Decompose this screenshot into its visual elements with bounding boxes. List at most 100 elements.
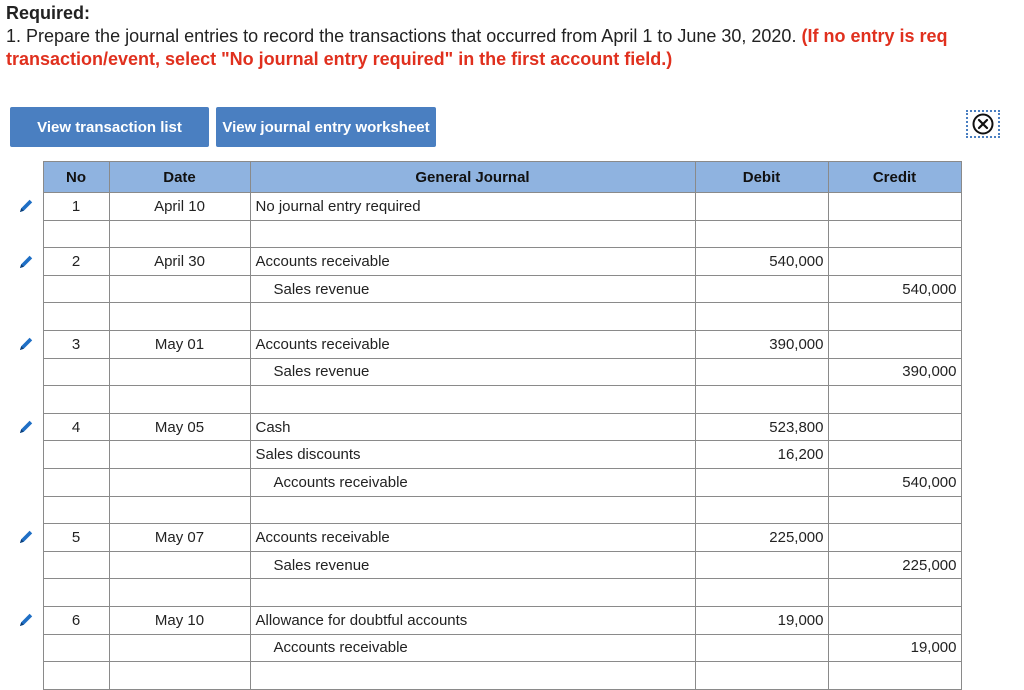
- edit-cell: [10, 303, 43, 331]
- edit-cell: [10, 662, 43, 690]
- row-debit: [694, 385, 829, 414]
- table-row: Sales revenue 390,000: [10, 357, 962, 387]
- header-general-journal: General Journal: [249, 161, 696, 193]
- row-date: [108, 550, 251, 580]
- table-row: 1 April 10 No journal entry required: [10, 192, 962, 221]
- pencil-icon[interactable]: [17, 252, 35, 269]
- row-date: April 30: [108, 247, 251, 276]
- row-no: [42, 633, 110, 663]
- row-date: April 10: [108, 192, 251, 221]
- edit-cell[interactable]: [10, 248, 43, 276]
- row-debit: 523,800: [694, 412, 829, 442]
- required-title: Required:: [6, 3, 91, 23]
- pencil-icon[interactable]: [17, 335, 35, 352]
- row-date: [108, 302, 251, 331]
- edit-column-header: [10, 162, 43, 193]
- pencil-icon[interactable]: [17, 528, 35, 545]
- row-no: [42, 219, 110, 249]
- row-credit: 19,000: [827, 633, 962, 663]
- row-debit: [694, 357, 829, 387]
- row-debit: [694, 467, 829, 497]
- row-credit: [827, 247, 962, 276]
- row-debit: [694, 661, 829, 690]
- edit-cell[interactable]: [10, 524, 43, 552]
- row-account: Sales discounts: [249, 440, 696, 469]
- header-debit: Debit: [694, 161, 829, 193]
- row-date: [108, 633, 251, 663]
- view-journal-worksheet-button[interactable]: View journal entry worksheet: [216, 107, 436, 147]
- row-debit: 16,200: [694, 440, 829, 469]
- instructions-note-line2: transaction/event, select "No journal en…: [6, 49, 673, 69]
- table-row: [10, 661, 962, 690]
- edit-cell[interactable]: [10, 606, 43, 634]
- header-date: Date: [108, 161, 251, 193]
- row-debit: [694, 274, 829, 304]
- pencil-icon[interactable]: [17, 611, 35, 628]
- row-no: [42, 357, 110, 387]
- row-account: Accounts receivable: [249, 467, 696, 497]
- row-credit: [827, 219, 962, 249]
- row-no: [42, 385, 110, 414]
- row-debit: [694, 302, 829, 331]
- table-header-row: No Date General Journal Debit Credit: [10, 161, 962, 193]
- table-row: 4 May 05 Cash 523,800: [10, 412, 962, 442]
- row-account: Allowance for doubtful accounts: [249, 605, 696, 635]
- row-debit: 225,000: [694, 523, 829, 552]
- journal-body: 1 April 10 No journal entry required 2 April…: [10, 192, 962, 690]
- row-debit: 390,000: [694, 329, 829, 359]
- instructions-text: 1. Prepare the journal entries to record…: [6, 26, 797, 46]
- table-row: 5 May 07 Accounts receivable 225,000: [10, 523, 962, 552]
- row-credit: [827, 192, 962, 221]
- header-no: No: [42, 161, 110, 193]
- pencil-icon[interactable]: [17, 418, 35, 435]
- row-credit: [827, 302, 962, 331]
- edit-cell: [10, 579, 43, 607]
- row-credit: 225,000: [827, 550, 962, 580]
- table-row: 3 May 01 Accounts receivable 390,000: [10, 329, 962, 359]
- edit-cell[interactable]: [10, 193, 43, 221]
- view-transaction-list-button[interactable]: View transaction list: [10, 107, 209, 147]
- row-account: Sales revenue: [249, 274, 696, 304]
- row-no: 1: [42, 192, 110, 221]
- row-credit: [827, 605, 962, 635]
- edit-cell: [10, 468, 43, 496]
- row-credit: [827, 523, 962, 552]
- edit-cell: [10, 551, 43, 579]
- row-debit: [694, 192, 829, 221]
- row-account: Sales revenue: [249, 357, 696, 387]
- row-account: Accounts receivable: [249, 523, 696, 552]
- row-date: [108, 440, 251, 469]
- row-credit: [827, 385, 962, 414]
- table-row: [10, 495, 962, 525]
- table-row: Accounts receivable 19,000: [10, 633, 962, 663]
- edit-cell[interactable]: [10, 330, 43, 358]
- row-date: [108, 219, 251, 249]
- edit-cell: [10, 496, 43, 524]
- row-credit: 540,000: [827, 274, 962, 304]
- row-account: Accounts receivable: [249, 247, 696, 276]
- pencil-icon[interactable]: [17, 197, 35, 214]
- edit-cell: [10, 220, 43, 248]
- row-credit: 540,000: [827, 467, 962, 497]
- row-account: Accounts receivable: [249, 329, 696, 359]
- row-date: May 05: [108, 412, 251, 442]
- row-date: [108, 467, 251, 497]
- table-row: Sales revenue 540,000: [10, 274, 962, 304]
- row-account: [249, 495, 696, 525]
- row-date: [108, 357, 251, 387]
- row-no: [42, 467, 110, 497]
- row-no: [42, 440, 110, 469]
- row-no: 4: [42, 412, 110, 442]
- edit-cell[interactable]: [10, 413, 43, 441]
- row-no: 3: [42, 329, 110, 359]
- table-row: 6 May 10 Allowance for doubtful accounts 19…: [10, 605, 962, 635]
- close-button[interactable]: [966, 110, 1000, 138]
- row-debit: 19,000: [694, 605, 829, 635]
- row-debit: [694, 633, 829, 663]
- table-row: Sales discounts 16,200: [10, 440, 962, 469]
- row-date: May 01: [108, 329, 251, 359]
- row-credit: [827, 412, 962, 442]
- row-date: [108, 495, 251, 525]
- row-no: [42, 550, 110, 580]
- row-credit: [827, 495, 962, 525]
